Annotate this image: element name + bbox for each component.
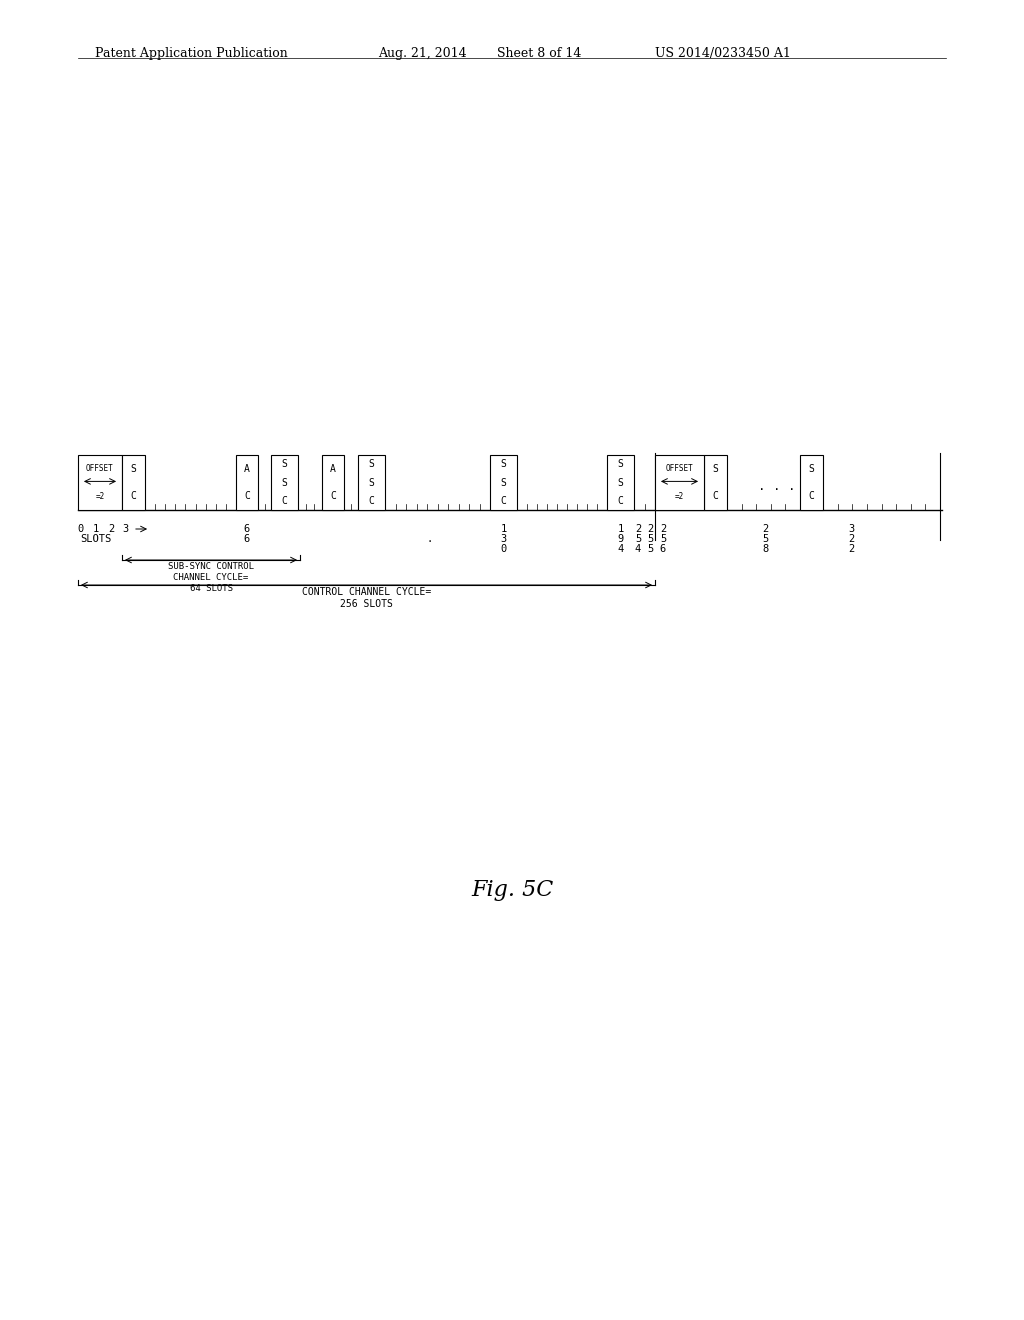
- Text: CONTROL CHANNEL CYCLE=: CONTROL CHANNEL CYCLE=: [302, 587, 431, 597]
- Text: 1: 1: [93, 524, 99, 535]
- Text: 5: 5: [647, 535, 653, 544]
- Text: CHANNEL CYCLE=: CHANNEL CYCLE=: [173, 573, 249, 582]
- Text: SLOTS: SLOTS: [80, 535, 112, 544]
- Text: S: S: [369, 459, 375, 469]
- Bar: [607, 455, 634, 510]
- Text: C: C: [617, 496, 624, 506]
- Text: 2: 2: [659, 524, 667, 535]
- Text: A: A: [244, 463, 250, 474]
- Text: 0: 0: [77, 524, 83, 535]
- Text: A: A: [330, 463, 336, 474]
- Text: S: S: [369, 478, 375, 487]
- Text: 2: 2: [108, 524, 114, 535]
- Bar: [122, 455, 145, 510]
- Text: SUB-SYNC CONTROL: SUB-SYNC CONTROL: [168, 562, 254, 572]
- Text: US 2014/0233450 A1: US 2014/0233450 A1: [655, 48, 791, 59]
- Bar: [655, 455, 705, 510]
- Text: Aug. 21, 2014: Aug. 21, 2014: [378, 48, 467, 59]
- Text: 4: 4: [617, 544, 624, 554]
- Bar: [322, 455, 344, 510]
- Text: 5: 5: [635, 535, 641, 544]
- Text: C: C: [809, 491, 814, 502]
- Text: C: C: [244, 491, 250, 502]
- Text: OFFSET: OFFSET: [666, 465, 693, 474]
- Text: Fig. 5C: Fig. 5C: [471, 879, 553, 902]
- Text: =2: =2: [675, 492, 684, 500]
- Bar: [358, 455, 385, 510]
- Text: 64 SLOTS: 64 SLOTS: [189, 583, 232, 593]
- Text: Sheet 8 of 14: Sheet 8 of 14: [497, 48, 582, 59]
- Text: 5: 5: [647, 544, 653, 554]
- Text: 4: 4: [635, 544, 641, 554]
- Text: S: S: [809, 463, 814, 474]
- Text: C: C: [131, 491, 136, 502]
- Text: OFFSET: OFFSET: [86, 465, 114, 474]
- Text: .: .: [427, 535, 433, 544]
- Text: 6: 6: [244, 535, 250, 544]
- Text: 2: 2: [848, 535, 855, 544]
- Bar: [800, 455, 823, 510]
- Text: 2: 2: [848, 544, 855, 554]
- Text: 2: 2: [647, 524, 653, 535]
- Text: 6: 6: [244, 524, 250, 535]
- Bar: [236, 455, 258, 510]
- Text: S: S: [617, 478, 624, 487]
- Text: C: C: [330, 491, 336, 502]
- Text: S: S: [713, 463, 719, 474]
- Text: 2: 2: [763, 524, 769, 535]
- Text: 1: 1: [617, 524, 624, 535]
- Text: C: C: [369, 496, 375, 506]
- Text: S: S: [617, 459, 624, 469]
- Text: 3: 3: [848, 524, 855, 535]
- Text: Patent Application Publication: Patent Application Publication: [95, 48, 288, 59]
- Text: S: S: [501, 459, 507, 469]
- Text: C: C: [282, 496, 288, 506]
- Text: 3: 3: [501, 535, 507, 544]
- Text: 5: 5: [659, 535, 667, 544]
- Bar: [705, 455, 727, 510]
- Text: 256 SLOTS: 256 SLOTS: [340, 599, 393, 609]
- Text: 5: 5: [763, 535, 769, 544]
- Text: =2: =2: [95, 492, 104, 500]
- Text: 8: 8: [763, 544, 769, 554]
- Bar: [78, 455, 122, 510]
- Text: S: S: [501, 478, 507, 487]
- Text: . . .: . . .: [758, 480, 796, 494]
- Text: S: S: [282, 478, 288, 487]
- Text: S: S: [282, 459, 288, 469]
- Text: 0: 0: [501, 544, 507, 554]
- Bar: [490, 455, 517, 510]
- Text: 2: 2: [635, 524, 641, 535]
- Bar: [271, 455, 298, 510]
- Text: 6: 6: [659, 544, 667, 554]
- Text: 1: 1: [501, 524, 507, 535]
- Text: C: C: [713, 491, 719, 502]
- Text: 3: 3: [122, 524, 128, 535]
- Text: S: S: [131, 463, 136, 474]
- Text: C: C: [501, 496, 507, 506]
- Text: 9: 9: [617, 535, 624, 544]
